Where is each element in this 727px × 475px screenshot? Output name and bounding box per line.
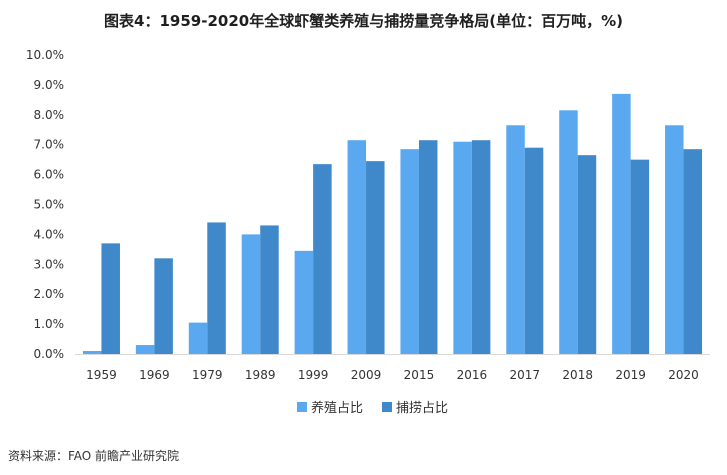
y-tick-label: 3.0% <box>34 257 65 271</box>
y-tick-label: 2.0% <box>34 287 65 301</box>
x-tick-label: 1969 <box>139 368 170 382</box>
bar-aquaculture <box>135 345 155 354</box>
bar-aquaculture <box>665 125 684 354</box>
bar-aquaculture <box>506 125 525 354</box>
y-tick-label: 10.0% <box>26 48 64 62</box>
y-tick-label: 1.0% <box>34 317 65 331</box>
x-tick-label: 2015 <box>404 368 435 382</box>
x-axis: 1959 1969 1979 1989 1999 2009 2015 2016 2017 2018… <box>86 368 699 382</box>
y-tick-label: 4.0% <box>34 227 65 241</box>
bar-chart: 0.0% 1.0% 2.0% 3.0% 4.0% 5.0% 6.0% 7.0% 8.0% 9.0%… <box>26 48 710 416</box>
bar-aquaculture <box>294 250 314 354</box>
bar-aquaculture <box>559 110 578 354</box>
bar-capture <box>260 225 279 354</box>
bar-capture <box>577 155 597 354</box>
x-tick-label: 2018 <box>562 368 593 382</box>
bar-aquaculture <box>82 351 102 354</box>
bar-capture <box>630 159 650 354</box>
x-tick-label: 2019 <box>615 368 646 382</box>
bar-capture <box>524 147 544 354</box>
bar-capture <box>418 140 438 354</box>
legend: 养殖占比 捕捞占比 <box>297 400 448 416</box>
y-axis: 0.0% 1.0% 2.0% 3.0% 4.0% 5.0% 6.0% 7.0% 8.0% 9.0%… <box>26 48 64 361</box>
bar-aquaculture <box>400 149 419 354</box>
bar-capture <box>101 243 120 354</box>
legend-label: 养殖占比 <box>311 400 363 416</box>
x-tick-label: 1959 <box>86 368 117 382</box>
chart-title: 图表4：1959-2020年全球虾蟹类养殖与捕捞量竞争格局(单位：百万吨，%) <box>104 12 623 30</box>
y-tick-label: 0.0% <box>34 347 65 361</box>
y-tick-label: 6.0% <box>34 168 65 182</box>
x-tick-label: 2017 <box>510 368 541 382</box>
bars <box>82 93 703 355</box>
bar-capture <box>207 222 226 354</box>
x-tick-label: 1989 <box>245 368 276 382</box>
x-tick-label: 2009 <box>351 368 382 382</box>
y-tick-label: 9.0% <box>34 78 65 92</box>
legend-swatch <box>382 402 392 412</box>
x-tick-label: 2020 <box>668 368 699 382</box>
legend-label: 捕捞占比 <box>396 400 448 416</box>
y-tick-label: 8.0% <box>34 108 65 122</box>
y-tick-label: 7.0% <box>34 138 65 152</box>
x-tick-label: 1979 <box>192 368 223 382</box>
x-tick-label: 1999 <box>298 368 329 382</box>
bar-capture <box>366 161 385 354</box>
bar-aquaculture <box>188 322 208 354</box>
y-tick-label: 5.0% <box>34 198 65 212</box>
source-note: 资料来源：FAO 前瞻产业研究院 <box>8 449 180 463</box>
bar-aquaculture <box>347 140 367 354</box>
bar-capture <box>683 149 703 354</box>
bar-capture <box>313 164 332 354</box>
legend-swatch <box>297 402 307 412</box>
bar-capture <box>471 140 491 354</box>
bar-aquaculture <box>612 93 631 355</box>
bar-aquaculture <box>241 234 261 354</box>
bar-aquaculture <box>453 141 472 354</box>
bar-capture <box>154 258 173 354</box>
x-tick-label: 2016 <box>457 368 488 382</box>
